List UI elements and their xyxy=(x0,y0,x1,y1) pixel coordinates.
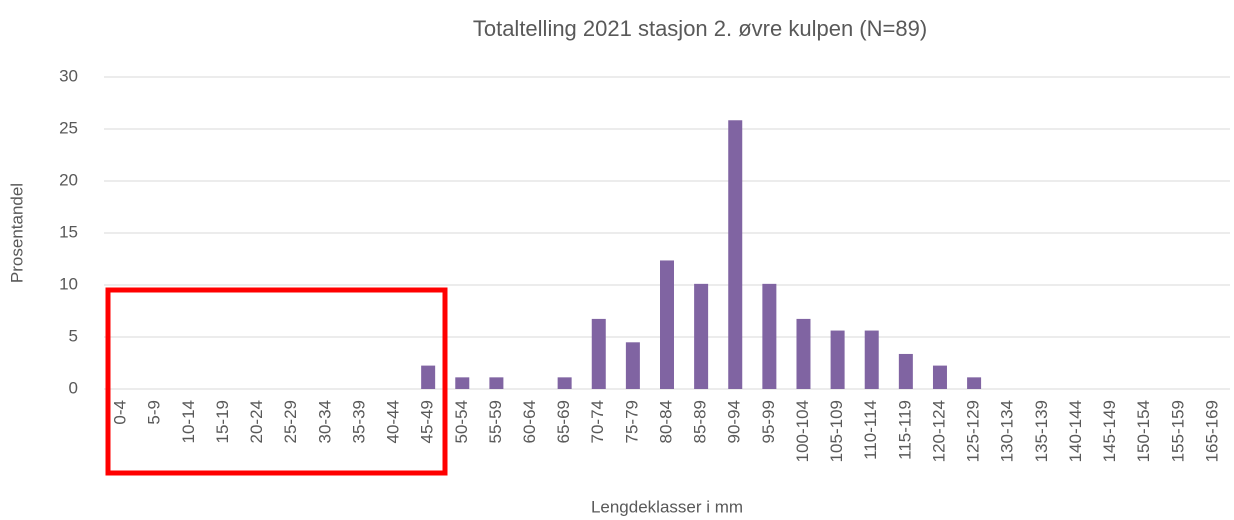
x-tick-label: 30-34 xyxy=(315,400,334,443)
x-tick-label: 0-4 xyxy=(111,400,130,425)
x-tick-label: 120-124 xyxy=(929,400,948,462)
x-tick-label: 15-19 xyxy=(213,400,232,443)
x-tick-label: 165-169 xyxy=(1202,400,1221,462)
bar xyxy=(967,377,982,389)
bar xyxy=(830,330,845,389)
bar xyxy=(932,365,947,389)
y-tick-label: 30 xyxy=(59,66,78,85)
x-tick-label: 145-149 xyxy=(1100,400,1119,462)
highlight-box xyxy=(105,287,448,476)
y-tick-label: 25 xyxy=(59,118,78,137)
bar xyxy=(796,318,811,389)
x-tick-label: 95-99 xyxy=(759,400,778,443)
y-tick-label: 5 xyxy=(69,326,78,345)
bar xyxy=(489,377,504,389)
bar xyxy=(660,260,674,389)
y-axis-label: Prosentandel xyxy=(7,183,26,283)
x-tick-label: 90-94 xyxy=(725,400,744,443)
bar xyxy=(455,377,470,389)
x-tick-label: 125-129 xyxy=(964,400,983,462)
x-tick-label: 5-9 xyxy=(145,400,164,425)
x-tick-label: 60-64 xyxy=(520,400,539,443)
x-tick-label: 10-14 xyxy=(179,400,198,443)
x-tick-label: 100-104 xyxy=(793,400,812,462)
bar xyxy=(864,330,879,389)
x-axis-label: Lengdeklasser i mm xyxy=(591,497,743,516)
x-tick-label: 105-109 xyxy=(827,400,846,462)
x-tick-label: 130-134 xyxy=(998,400,1017,462)
bar xyxy=(557,377,572,389)
x-tick-label: 85-89 xyxy=(691,400,710,443)
y-tick-label: 20 xyxy=(59,170,78,189)
x-tick-label: 55-59 xyxy=(486,400,505,443)
x-tick-label: 150-154 xyxy=(1134,400,1153,462)
y-tick-label: 15 xyxy=(59,222,78,241)
bar xyxy=(421,365,436,389)
x-tick-label: 80-84 xyxy=(656,400,675,443)
bar xyxy=(625,342,640,389)
x-tick-label: 65-69 xyxy=(554,400,573,443)
x-tick-label: 70-74 xyxy=(588,400,607,443)
x-tick-label: 135-139 xyxy=(1032,400,1051,462)
x-tick-label: 140-144 xyxy=(1066,400,1085,462)
y-tick-label: 0 xyxy=(69,378,78,397)
x-tick-label: 40-44 xyxy=(384,400,403,443)
bar xyxy=(694,283,709,389)
x-tick-label: 45-49 xyxy=(418,400,437,443)
bar xyxy=(898,353,913,389)
bar xyxy=(591,318,606,389)
x-tick-label: 20-24 xyxy=(247,400,266,443)
x-tick-label: 75-79 xyxy=(622,400,641,443)
x-tick-label: 50-54 xyxy=(452,400,471,443)
chart-title: Totaltelling 2021 stasjon 2. øvre kulpen… xyxy=(473,16,927,41)
x-tick-label: 35-39 xyxy=(349,400,368,443)
x-tick-label: 115-119 xyxy=(895,400,914,460)
x-tick-label: 155-159 xyxy=(1168,400,1187,462)
x-tick-label: 110-114 xyxy=(861,400,880,460)
x-tick-label: 25-29 xyxy=(281,400,300,443)
y-tick-label: 10 xyxy=(59,274,78,293)
bar xyxy=(762,283,777,389)
bar xyxy=(728,120,743,389)
